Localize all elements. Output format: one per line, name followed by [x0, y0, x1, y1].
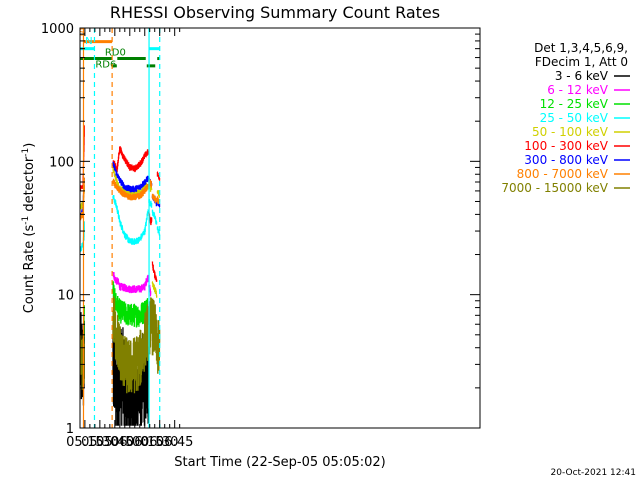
x-tick-label: 06:45 — [156, 435, 193, 450]
series-line — [112, 178, 149, 201]
legend-entry-label: 100 - 300 keV — [524, 139, 608, 153]
x-tick-label: 06:15 — [126, 435, 163, 450]
series-100to300keV-kev-group — [80, 124, 161, 282]
y-tick-label: 10 — [57, 289, 74, 304]
legend-entry-label: 6 - 12 keV — [547, 83, 609, 97]
series-line — [112, 146, 149, 173]
y-axis-label: Count Rate (s-1 detector-1) — [21, 143, 37, 314]
legend-entry-label: 3 - 6 keV — [555, 69, 609, 83]
series-25to50keV-kev-group — [80, 195, 161, 252]
state-bar-label-s: S — [79, 27, 85, 38]
legend-header-line-1: Det 1,3,4,5,6,9, — [534, 41, 628, 55]
x-tick-label: 06:00 — [111, 435, 148, 450]
y-tick-label: 1 — [66, 422, 74, 437]
legend: Det 1,3,4,5,6,9, FDecim 1, Att 0 3 - 6 k… — [501, 41, 630, 195]
legend-entry-label: 25 - 50 keV — [540, 111, 609, 125]
y-axis-label-middle: detector — [22, 156, 37, 216]
state-bar-label-n: N — [85, 36, 92, 47]
series-line — [151, 209, 158, 225]
series-line — [151, 261, 158, 282]
legend-entry-label: 7000 - 15000 keV — [501, 181, 608, 195]
series-line — [112, 281, 149, 328]
generated-timestamp: 20-Oct-2021 12:41 — [551, 468, 636, 478]
x-axis-label: Start Time (22-Sep-05 05:05:02) — [174, 455, 385, 470]
y-tick-label: 1000 — [41, 22, 74, 37]
series-line — [156, 171, 161, 181]
y-axis-label-sup1: -1 — [21, 216, 31, 225]
series-line — [151, 281, 158, 298]
plot-frame — [79, 27, 481, 429]
x-tick-label: 05:45 — [96, 435, 133, 450]
series-line — [156, 190, 161, 198]
legend-header-line-2: FDecim 1, Att 0 — [535, 55, 628, 69]
x-tick-label: 05:30 — [81, 435, 118, 450]
x-tick-label: 05:15 — [66, 435, 103, 450]
vertical-markers — [82, 28, 161, 428]
series-line — [148, 297, 161, 374]
y-axis-label-prefix: Count Rate (s — [22, 225, 37, 314]
chart-title: RHESSI Observing Summary Count Rates — [110, 3, 440, 22]
legend-entry-label: 50 - 100 keV — [532, 125, 609, 139]
series-layer — [80, 124, 161, 426]
series-line — [112, 161, 149, 193]
series-line — [112, 272, 149, 294]
y-axis-label-suffix: ) — [22, 143, 37, 148]
series-6to12keV-kev-group — [112, 272, 152, 297]
y-axis: 1 10 100 1000 — [41, 22, 480, 437]
series-line — [151, 193, 158, 204]
x-tick-label: 06:30 — [141, 435, 178, 450]
legend-entry-label: 800 - 7000 keV — [517, 167, 609, 181]
state-bar-label-rd0: RD0 — [105, 48, 126, 59]
state-bar-label-rd6: RD6 — [95, 60, 116, 71]
y-tick-label: 100 — [49, 155, 74, 170]
series-line — [156, 226, 161, 236]
legend-entry-label: 300 - 800 keV — [524, 153, 608, 167]
legend-entry-label: 12 - 25 keV — [540, 97, 609, 111]
series-line — [112, 296, 149, 394]
y-axis-label-sup2: -1 — [21, 148, 31, 157]
series-line — [112, 195, 149, 245]
